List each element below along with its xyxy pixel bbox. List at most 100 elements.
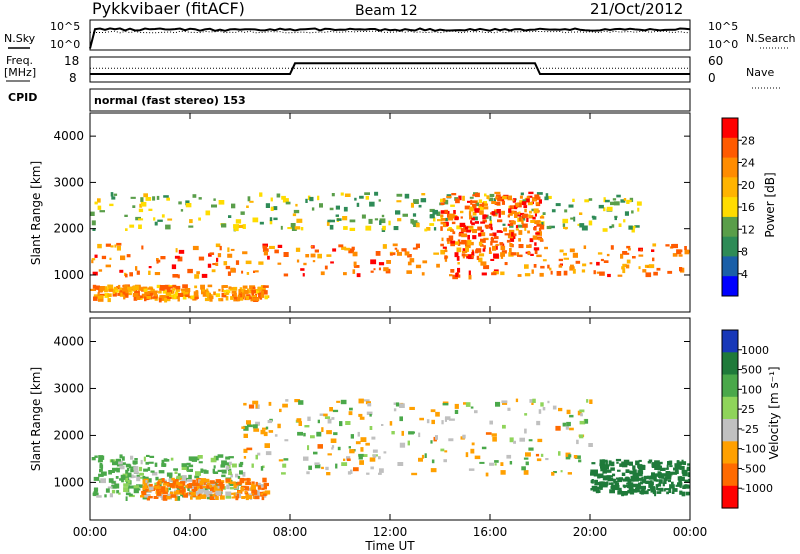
- heatmap-cell: [175, 295, 179, 299]
- heatmap-cell: [496, 209, 501, 214]
- heatmap-cell: [528, 439, 533, 442]
- heatmap-cell: [246, 294, 251, 297]
- colorbar-swatch: [722, 396, 738, 420]
- heatmap-cell: [142, 490, 147, 495]
- heatmap-cell: [172, 479, 179, 484]
- heatmap-cell: [520, 212, 525, 215]
- heatmap-cell: [372, 449, 378, 453]
- heatmap-cell: [373, 268, 376, 271]
- heatmap-cell: [657, 473, 662, 478]
- nsearch-label: N.Search: [746, 32, 796, 45]
- heatmap-cell: [357, 431, 360, 437]
- heatmap-cell: [92, 284, 97, 289]
- heatmap-cell: [317, 253, 322, 259]
- heatmap-cell: [251, 489, 257, 494]
- heatmap-cell: [468, 274, 472, 280]
- heatmap-cell: [330, 438, 337, 443]
- heatmap-cell: [515, 214, 522, 217]
- heatmap-cell: [109, 203, 114, 207]
- heatmap-cell: [258, 484, 264, 487]
- heatmap-cell: [133, 296, 138, 301]
- heatmap-cell: [231, 290, 237, 294]
- heatmap-cell: [243, 433, 248, 438]
- heatmap-cell: [321, 466, 324, 470]
- heatmap-cell: [130, 468, 134, 473]
- heatmap-cell: [255, 421, 260, 426]
- heatmap-cell: [155, 476, 159, 481]
- heatmap-cell: [485, 432, 492, 435]
- heatmap-cell: [598, 204, 604, 209]
- heatmap-cell: [509, 248, 512, 253]
- heatmap-cell: [494, 460, 499, 463]
- heatmap-cell: [568, 454, 572, 458]
- heatmap-cell: [190, 496, 193, 500]
- heatmap-cell: [632, 473, 637, 477]
- heatmap-cell: [326, 254, 332, 257]
- heatmap-cell: [316, 431, 322, 437]
- heatmap-cell: [200, 478, 207, 482]
- heatmap-cell: [657, 483, 662, 487]
- heatmap-cell: [310, 253, 316, 258]
- heatmap-cell: [629, 461, 633, 466]
- heatmap-cell: [522, 223, 528, 228]
- heatmap-cell: [93, 487, 99, 492]
- heatmap-cell: [550, 270, 553, 275]
- heatmap-cell: [117, 284, 121, 288]
- heatmap-cell: [441, 420, 444, 425]
- heatmap-cell: [283, 273, 289, 277]
- heatmap-cell: [307, 416, 311, 421]
- heatmap-cell: [365, 225, 372, 231]
- heatmap-cell: [626, 245, 631, 249]
- heatmap-cell: [684, 246, 687, 250]
- heatmap-cell: [136, 476, 141, 482]
- heatmap-cell: [486, 195, 490, 199]
- heatmap-cell: [107, 293, 112, 297]
- heatmap-cell: [98, 459, 103, 463]
- heatmap-cell: [483, 245, 486, 249]
- heatmap-cell: [456, 247, 462, 253]
- heatmap-cell: [111, 459, 114, 463]
- heatmap-cell: [105, 264, 111, 268]
- heatmap-cell: [513, 440, 516, 444]
- heatmap-cell: [454, 216, 459, 221]
- heatmap-cell: [470, 199, 473, 205]
- heatmap-cell: [196, 485, 201, 491]
- heatmap-cell: [168, 285, 173, 288]
- heatmap-cell: [356, 202, 360, 207]
- heatmap-cell: [529, 238, 534, 243]
- heatmap-cell: [248, 404, 255, 409]
- colorbar-tick-label: 25: [741, 403, 755, 416]
- heatmap-cell: [471, 442, 475, 446]
- heatmap-cell: [545, 193, 549, 197]
- heatmap-cell: [647, 461, 652, 464]
- heatmap-cell: [488, 251, 492, 254]
- heatmap-cell: [161, 459, 165, 465]
- heatmap-cell: [231, 203, 236, 209]
- heatmap-cell: [221, 292, 227, 298]
- heatmap-cell: [508, 208, 512, 213]
- heatmap-cell: [231, 463, 237, 468]
- heatmap-cell: [565, 424, 569, 430]
- heatmap-cell: [103, 286, 108, 291]
- heatmap-cell: [145, 488, 152, 492]
- heatmap-cell: [367, 403, 372, 407]
- heatmap-cell: [120, 290, 126, 295]
- nave-tick-top: 60: [708, 54, 723, 68]
- heatmap-cell: [593, 473, 600, 477]
- heatmap-cell: [276, 193, 281, 198]
- heatmap-cell: [536, 254, 542, 258]
- heatmap-cell: [209, 297, 213, 302]
- heatmap-cell: [116, 467, 120, 473]
- y-tick-label: 2000: [53, 222, 84, 236]
- heatmap-cell: [241, 270, 244, 274]
- heatmap-cell: [238, 289, 242, 294]
- heatmap-cell: [523, 205, 528, 208]
- heatmap-cell: [252, 286, 256, 290]
- heatmap-cell: [346, 456, 351, 461]
- heatmap-cell: [166, 472, 173, 477]
- heatmap-cell: [156, 284, 161, 289]
- heatmap-cell: [635, 460, 640, 466]
- heatmap-cell: [181, 294, 188, 297]
- heatmap-cell: [209, 484, 213, 488]
- heatmap-cell: [490, 258, 495, 261]
